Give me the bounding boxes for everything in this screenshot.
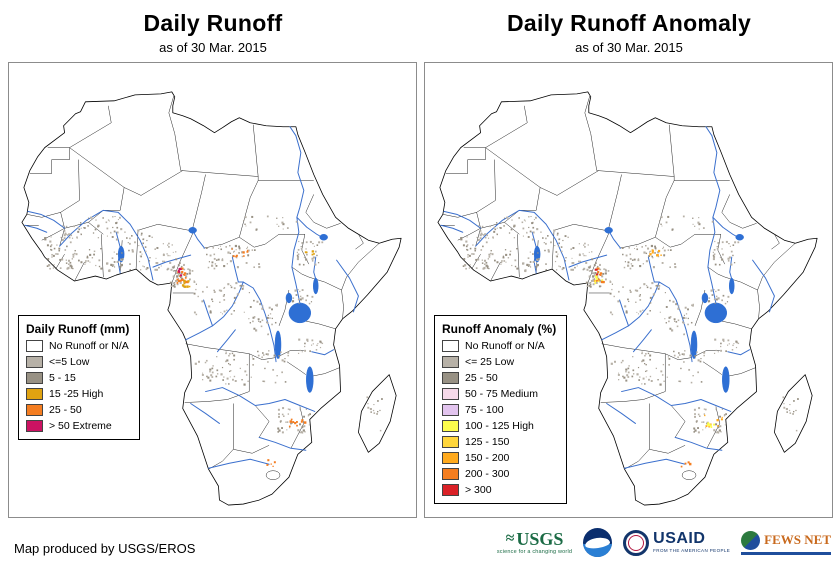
legend-swatch [26,404,43,416]
legend-item: 50 - 75 Medium [442,388,556,400]
fewsnet-bar [741,551,831,555]
legend-swatch [26,340,43,352]
legend-item: <= 25 Low [442,356,556,368]
legend-swatch [442,340,459,352]
legend-title: Runoff Anomaly (%) [442,322,557,336]
legend-swatch [442,356,459,368]
daily-runoff-title: Daily Runoff [143,10,283,36]
legend-item-label: 125 - 150 [465,436,510,448]
daily-runoff-map-panel: Daily Runoff (mm) No Runoff or N/A <=5 Lo… [8,62,417,518]
legend-item: 75 - 100 [442,404,556,416]
legend-item: 25 - 50 [26,404,129,416]
legend-item-label: 75 - 100 [465,404,504,416]
legend-item: <=5 Low [26,356,129,368]
daily-runoff-header: Daily Runoff as of 30 Mar. 2015 [8,10,418,55]
africa-map-daily-runoff [21,91,402,506]
legend-swatch [442,404,459,416]
legend-item: > 50 Extreme [26,420,129,432]
legend-item: 125 - 150 [442,436,556,448]
legend-swatch [442,420,459,432]
usgs-logo-row: ≈ USGS [506,530,564,548]
legend-item-label: > 300 [465,484,492,496]
fewsnet-logo: FEWS NET [741,530,831,555]
legend-swatch [442,436,459,448]
africa-map-runoff-anomaly [437,91,818,506]
legend-item: 100 - 125 High [442,420,556,432]
legend-item: No Runoff or N/A [26,340,129,352]
legend-swatch [442,452,459,464]
legend-item-label: 5 - 15 [49,372,76,384]
legend-swatch [442,372,459,384]
legend-item: 200 - 300 [442,468,556,480]
fewsnet-logo-row: FEWS NET [741,530,831,550]
legend-item-label: 150 - 200 [465,452,510,464]
usaid-logo: USAID FROM THE AMERICAN PEOPLE [623,529,730,556]
usaid-logo-text: USAID [653,530,706,548]
legend-swatch [442,484,459,496]
usaid-text: USAID FROM THE AMERICAN PEOPLE [653,531,730,554]
daily-runoff-subtitle: as of 30 Mar. 2015 [159,40,267,55]
usaid-seal-icon [623,529,650,556]
legend-item-label: No Runoff or N/A [465,340,545,352]
usgs-logo: ≈ USGS science for a changing world [497,530,572,555]
legend-item-label: 50 - 75 Medium [465,388,538,400]
legend-swatch [26,388,43,400]
runoff-anomaly-header: Daily Runoff Anomaly as of 30 Mar. 2015 [424,10,834,55]
legend-items: No Runoff or N/A <=5 Low 5 - 15 15 -25 High… [26,340,129,432]
fewsnet-logo-text: FEWS NET [764,532,831,547]
legend-items: No Runoff or N/A <= 25 Low 25 - 50 50 - 75 … [442,340,556,496]
runoff-anomaly-subtitle: as of 30 Mar. 2015 [575,40,683,55]
legend-swatch [442,388,459,400]
legend-item-label: 200 - 300 [465,468,510,480]
legend-swatch [26,420,43,432]
daily-runoff-legend: Daily Runoff (mm) No Runoff or N/A <=5 Lo… [18,315,141,440]
usaid-tagline: FROM THE AMERICAN PEOPLE [653,548,731,554]
legend-item-label: 25 - 50 [465,372,498,384]
legend-item-label: > 50 Extreme [49,420,112,432]
fewsnet-globe-icon [741,530,761,550]
legend-item: 25 - 50 [442,372,556,384]
runoff-anomaly-legend: Runoff Anomaly (%) No Runoff or N/A <= 25… [434,315,568,504]
usgs-tagline: science for a changing world [496,549,573,555]
legend-item-label: <=5 Low [49,356,90,368]
runoff-anomaly-map-panel: Runoff Anomaly (%) No Runoff or N/A <= 25… [424,62,833,518]
map-credit: Map produced by USGS/EROS [14,541,196,556]
logo-strip: ≈ USGS science for a changing world USAI… [497,528,831,557]
legend-swatch [26,356,43,368]
usgs-logo-text: USGS [516,529,564,549]
legend-item-label: No Runoff or N/A [49,340,129,352]
legend-swatch [26,372,43,384]
legend-item-label: <= 25 Low [465,356,515,368]
legend-item: > 300 [442,484,556,496]
legend-item: 5 - 15 [26,372,129,384]
legend-item-label: 15 -25 High [49,388,104,400]
legend-item: 15 -25 High [26,388,129,400]
legend-title: Daily Runoff (mm) [26,322,130,336]
legend-swatch [442,468,459,480]
legend-item: No Runoff or N/A [442,340,556,352]
legend-item-label: 100 - 125 High [465,420,534,432]
legend-item-label: 25 - 50 [49,404,82,416]
legend-item: 150 - 200 [442,452,556,464]
noaa-seal-icon [583,528,613,557]
runoff-anomaly-title: Daily Runoff Anomaly [506,10,752,36]
usgs-wave-icon: ≈ [505,530,515,547]
